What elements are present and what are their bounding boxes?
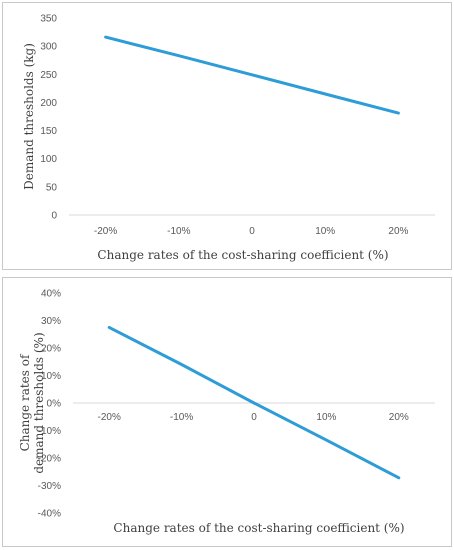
- y-tick-label: 20%: [41, 344, 61, 355]
- y-tick-label: 300: [40, 42, 57, 53]
- chart-demand-thresholds: 0 50 100 150 200 250 300 350 -20% -10% 0 10% 20%Chan…: [22, 14, 435, 262]
- y-tick-label: 40%: [41, 289, 61, 300]
- y-tick-label: 100: [40, 154, 57, 165]
- chart-panel-change-rates: -40% -30% -20% -10% 0% 10% 20% 30% 40% -20% -10% 0 1…: [2, 277, 452, 547]
- y-tick-label: -40%: [38, 509, 61, 520]
- x-tick-label: 0: [249, 226, 255, 237]
- x-tick-label: -10%: [167, 226, 190, 237]
- y-axis-title: Change rates ofdemand thresholds (%): [18, 332, 46, 473]
- y-tick-label: 10%: [41, 371, 61, 382]
- chart-change-rates: -40% -30% -20% -10% 0% 10% 20% 30% 40% -20% -10% 0 1…: [18, 289, 435, 535]
- chart-panel-demand-thresholds: 0 50 100 150 200 250 300 350 -20% -10% 0 10% 20% Chan…: [2, 2, 452, 270]
- x-tick-label: 0: [251, 412, 257, 423]
- y-tick-label: 250: [40, 70, 57, 81]
- y-axis-title-line: demand thresholds (%): [32, 332, 46, 473]
- x-tick-label: -20%: [94, 226, 117, 237]
- y-axis-title: Demand thresholds (kg): [22, 43, 36, 190]
- x-axis-title: Change rates of the cost-sharing coeffic…: [97, 248, 388, 262]
- y-axis-title-line: Change rates of: [18, 353, 32, 451]
- y-tick-label: -20%: [38, 454, 61, 465]
- x-tick-label: 10%: [316, 412, 336, 423]
- x-axis-title: Change rates of the cost-sharing coeffic…: [113, 521, 404, 535]
- y-tick-label: -10%: [38, 426, 61, 437]
- y-tick-label: 50: [46, 182, 58, 193]
- x-tick-label: 20%: [388, 226, 408, 237]
- x-tick-label: 10%: [315, 226, 335, 237]
- y-tick-label: 150: [40, 126, 57, 137]
- y-tick-label: 200: [40, 98, 57, 109]
- x-tick-label: 20%: [389, 412, 409, 423]
- x-tick-label: -20%: [98, 412, 121, 423]
- y-tick-label: 0%: [47, 399, 62, 410]
- y-tick-label: -30%: [38, 481, 61, 492]
- y-tick-label: 0: [51, 211, 57, 222]
- series-line: [104, 35, 400, 115]
- y-tick-label: 350: [40, 14, 57, 25]
- y-tick-label: 30%: [41, 316, 61, 327]
- x-tick-label: -10%: [170, 412, 193, 423]
